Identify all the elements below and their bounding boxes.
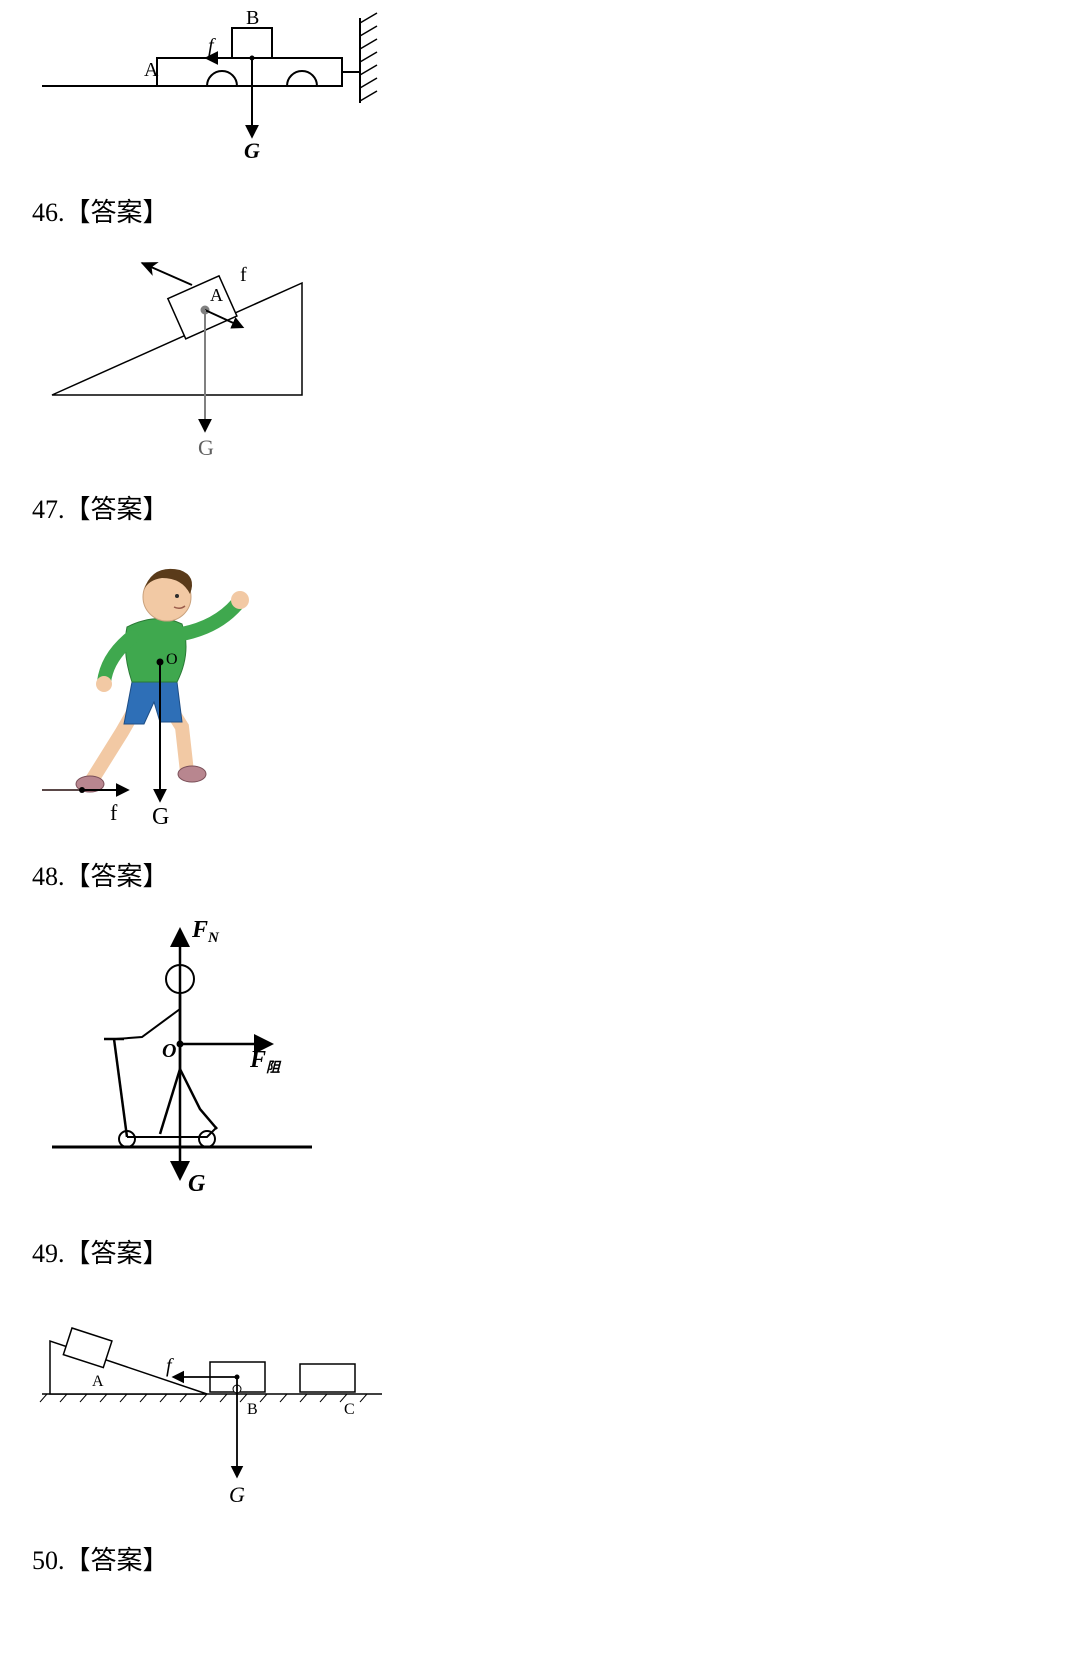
label-49-A: A <box>92 1373 104 1390</box>
answer-48-label: 【答案】 <box>65 862 169 891</box>
figure-top: B A f G <box>32 8 1048 168</box>
label-46-G: G <box>198 435 214 460</box>
figure-49: A B C f G <box>32 1286 1048 1516</box>
label-46-A: A <box>210 285 223 305</box>
answer-48-number: 48. <box>32 862 65 891</box>
label-48-O: O <box>162 1040 176 1062</box>
answer-48-heading: 48.【答案】 <box>32 856 1048 893</box>
answer-47-label: 【答案】 <box>65 495 169 524</box>
label-48-Ff: F阻 <box>249 1047 282 1076</box>
figure-46: f A G <box>32 245 1048 465</box>
label-B: B <box>246 8 259 29</box>
answer-46-number: 46. <box>32 198 65 227</box>
label-f: f <box>208 35 216 57</box>
answer-47-number: 47. <box>32 495 65 524</box>
label-G: G <box>244 138 260 163</box>
label-49-f: f <box>166 1355 174 1377</box>
label-49-B: B <box>247 1401 258 1418</box>
label-49-C: C <box>344 1401 355 1418</box>
label-47-f: f <box>110 800 118 825</box>
answer-47-heading: 47.【答案】 <box>32 489 1048 526</box>
answer-46-heading: 46.【答案】 <box>32 192 1048 229</box>
label-47-O: O <box>166 651 178 668</box>
answer-49-label: 【答案】 <box>65 1239 169 1268</box>
answer-49-heading: 49.【答案】 <box>32 1233 1048 1270</box>
figure-47: O G f <box>32 542 1048 832</box>
label-46-f: f <box>240 264 247 286</box>
answer-50-label: 【答案】 <box>65 1546 169 1575</box>
answer-49-number: 49. <box>32 1239 65 1268</box>
label-49-G: G <box>229 1482 245 1507</box>
figure-48: O FN F阻 G <box>32 909 1048 1209</box>
label-48-Fn: FN <box>191 917 220 946</box>
label-48-G: G <box>188 1171 206 1197</box>
label-A: A <box>144 59 159 81</box>
label-47-G: G <box>152 804 169 830</box>
answer-46-label: 【答案】 <box>65 198 169 227</box>
answer-50-number: 50. <box>32 1546 65 1575</box>
answer-50-heading: 50.【答案】 <box>32 1540 1048 1577</box>
